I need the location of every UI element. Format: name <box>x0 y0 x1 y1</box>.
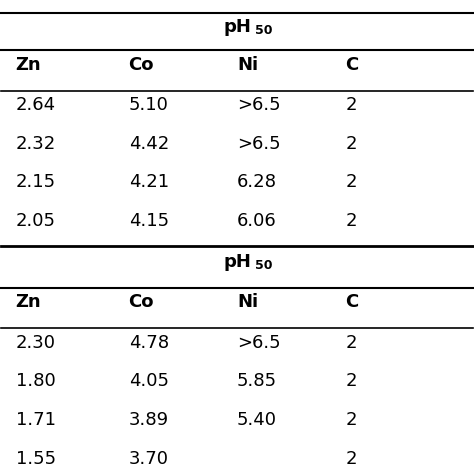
Text: pH: pH <box>223 253 251 271</box>
Text: 3.89: 3.89 <box>128 411 169 429</box>
Text: 4.42: 4.42 <box>128 135 169 153</box>
Text: 2.30: 2.30 <box>16 334 55 352</box>
Text: 2.32: 2.32 <box>16 135 56 153</box>
Text: 1.71: 1.71 <box>16 411 55 429</box>
Text: Co: Co <box>128 293 154 311</box>
Text: 50: 50 <box>255 259 273 272</box>
Text: >6.5: >6.5 <box>237 135 281 153</box>
Text: 2: 2 <box>346 449 357 467</box>
Text: 2: 2 <box>346 135 357 153</box>
Text: 2.64: 2.64 <box>16 96 55 114</box>
Text: 2: 2 <box>346 334 357 352</box>
Text: Zn: Zn <box>16 56 41 74</box>
Text: Ni: Ni <box>237 293 258 311</box>
Text: 4.78: 4.78 <box>128 334 169 352</box>
Text: 2: 2 <box>346 411 357 429</box>
Text: Zn: Zn <box>16 293 41 311</box>
Text: 2: 2 <box>346 373 357 391</box>
Text: 6.28: 6.28 <box>237 173 277 191</box>
Text: 6.06: 6.06 <box>237 212 277 230</box>
Text: C: C <box>346 56 359 74</box>
Text: 5.40: 5.40 <box>237 411 277 429</box>
Text: >6.5: >6.5 <box>237 96 281 114</box>
Text: 4.05: 4.05 <box>128 373 169 391</box>
Text: 2.05: 2.05 <box>16 212 55 230</box>
Text: 3.70: 3.70 <box>128 449 169 467</box>
Text: 50: 50 <box>255 24 273 36</box>
Text: 4.21: 4.21 <box>128 173 169 191</box>
Text: Ni: Ni <box>237 56 258 74</box>
Text: 2: 2 <box>346 212 357 230</box>
Text: Co: Co <box>128 56 154 74</box>
Text: 2: 2 <box>346 173 357 191</box>
Text: 2.15: 2.15 <box>16 173 55 191</box>
Text: 1.80: 1.80 <box>16 373 55 391</box>
Text: 2: 2 <box>346 96 357 114</box>
Text: pH: pH <box>223 18 251 36</box>
Text: 5.10: 5.10 <box>128 96 168 114</box>
Text: >6.5: >6.5 <box>237 334 281 352</box>
Text: 1.55: 1.55 <box>16 449 55 467</box>
Text: 5.85: 5.85 <box>237 373 277 391</box>
Text: 4.15: 4.15 <box>128 212 169 230</box>
Text: C: C <box>346 293 359 311</box>
